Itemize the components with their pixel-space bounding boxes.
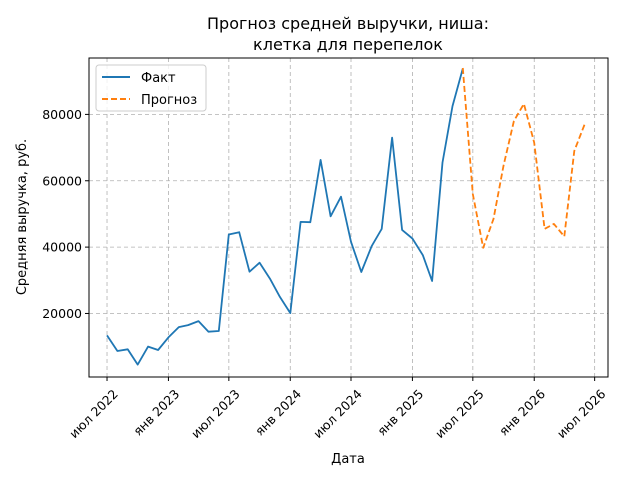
chart-subtitle: клетка для перепелок (253, 35, 443, 54)
y-tick-label: 80000 (42, 107, 82, 122)
legend-label-forecast: Прогноз (141, 93, 197, 108)
x-tick-label: янв 2025 (374, 386, 426, 438)
x-tick-label: июл 2024 (310, 386, 365, 441)
x-tick-label: янв 2026 (496, 386, 548, 438)
y-axis-label: Средняя выручка, руб. (15, 139, 30, 295)
x-tick-label: янв 2023 (130, 386, 182, 438)
legend-label-fact: Факт (141, 71, 176, 86)
legend: Факт Прогноз (95, 64, 207, 112)
series-layer (106, 67, 586, 366)
grid-lines (89, 58, 608, 377)
x-tick-label: июл 2026 (554, 386, 609, 441)
x-tick-label: июл 2025 (432, 386, 487, 441)
y-tick-label: 40000 (42, 240, 82, 255)
series-line-forecast (461, 67, 586, 249)
plot-area-frame (88, 57, 609, 378)
x-tick-label: июл 2023 (188, 386, 243, 441)
x-tick-label: янв 2024 (252, 386, 304, 438)
series-line-fact (106, 68, 464, 366)
x-axis-label: Дата (331, 452, 365, 467)
x-tick-label: июл 2022 (66, 386, 121, 441)
y-tick-label: 20000 (42, 306, 82, 321)
y-axis-ticks: 20000 40000 60000 80000 (42, 107, 89, 321)
chart-title: Прогноз средней выручки, ниша: (207, 14, 489, 33)
y-tick-label: 60000 (42, 173, 82, 188)
x-axis-ticks: июл 2022 янв 2023 июл 2023 янв 2024 июл 2024… (66, 377, 609, 441)
